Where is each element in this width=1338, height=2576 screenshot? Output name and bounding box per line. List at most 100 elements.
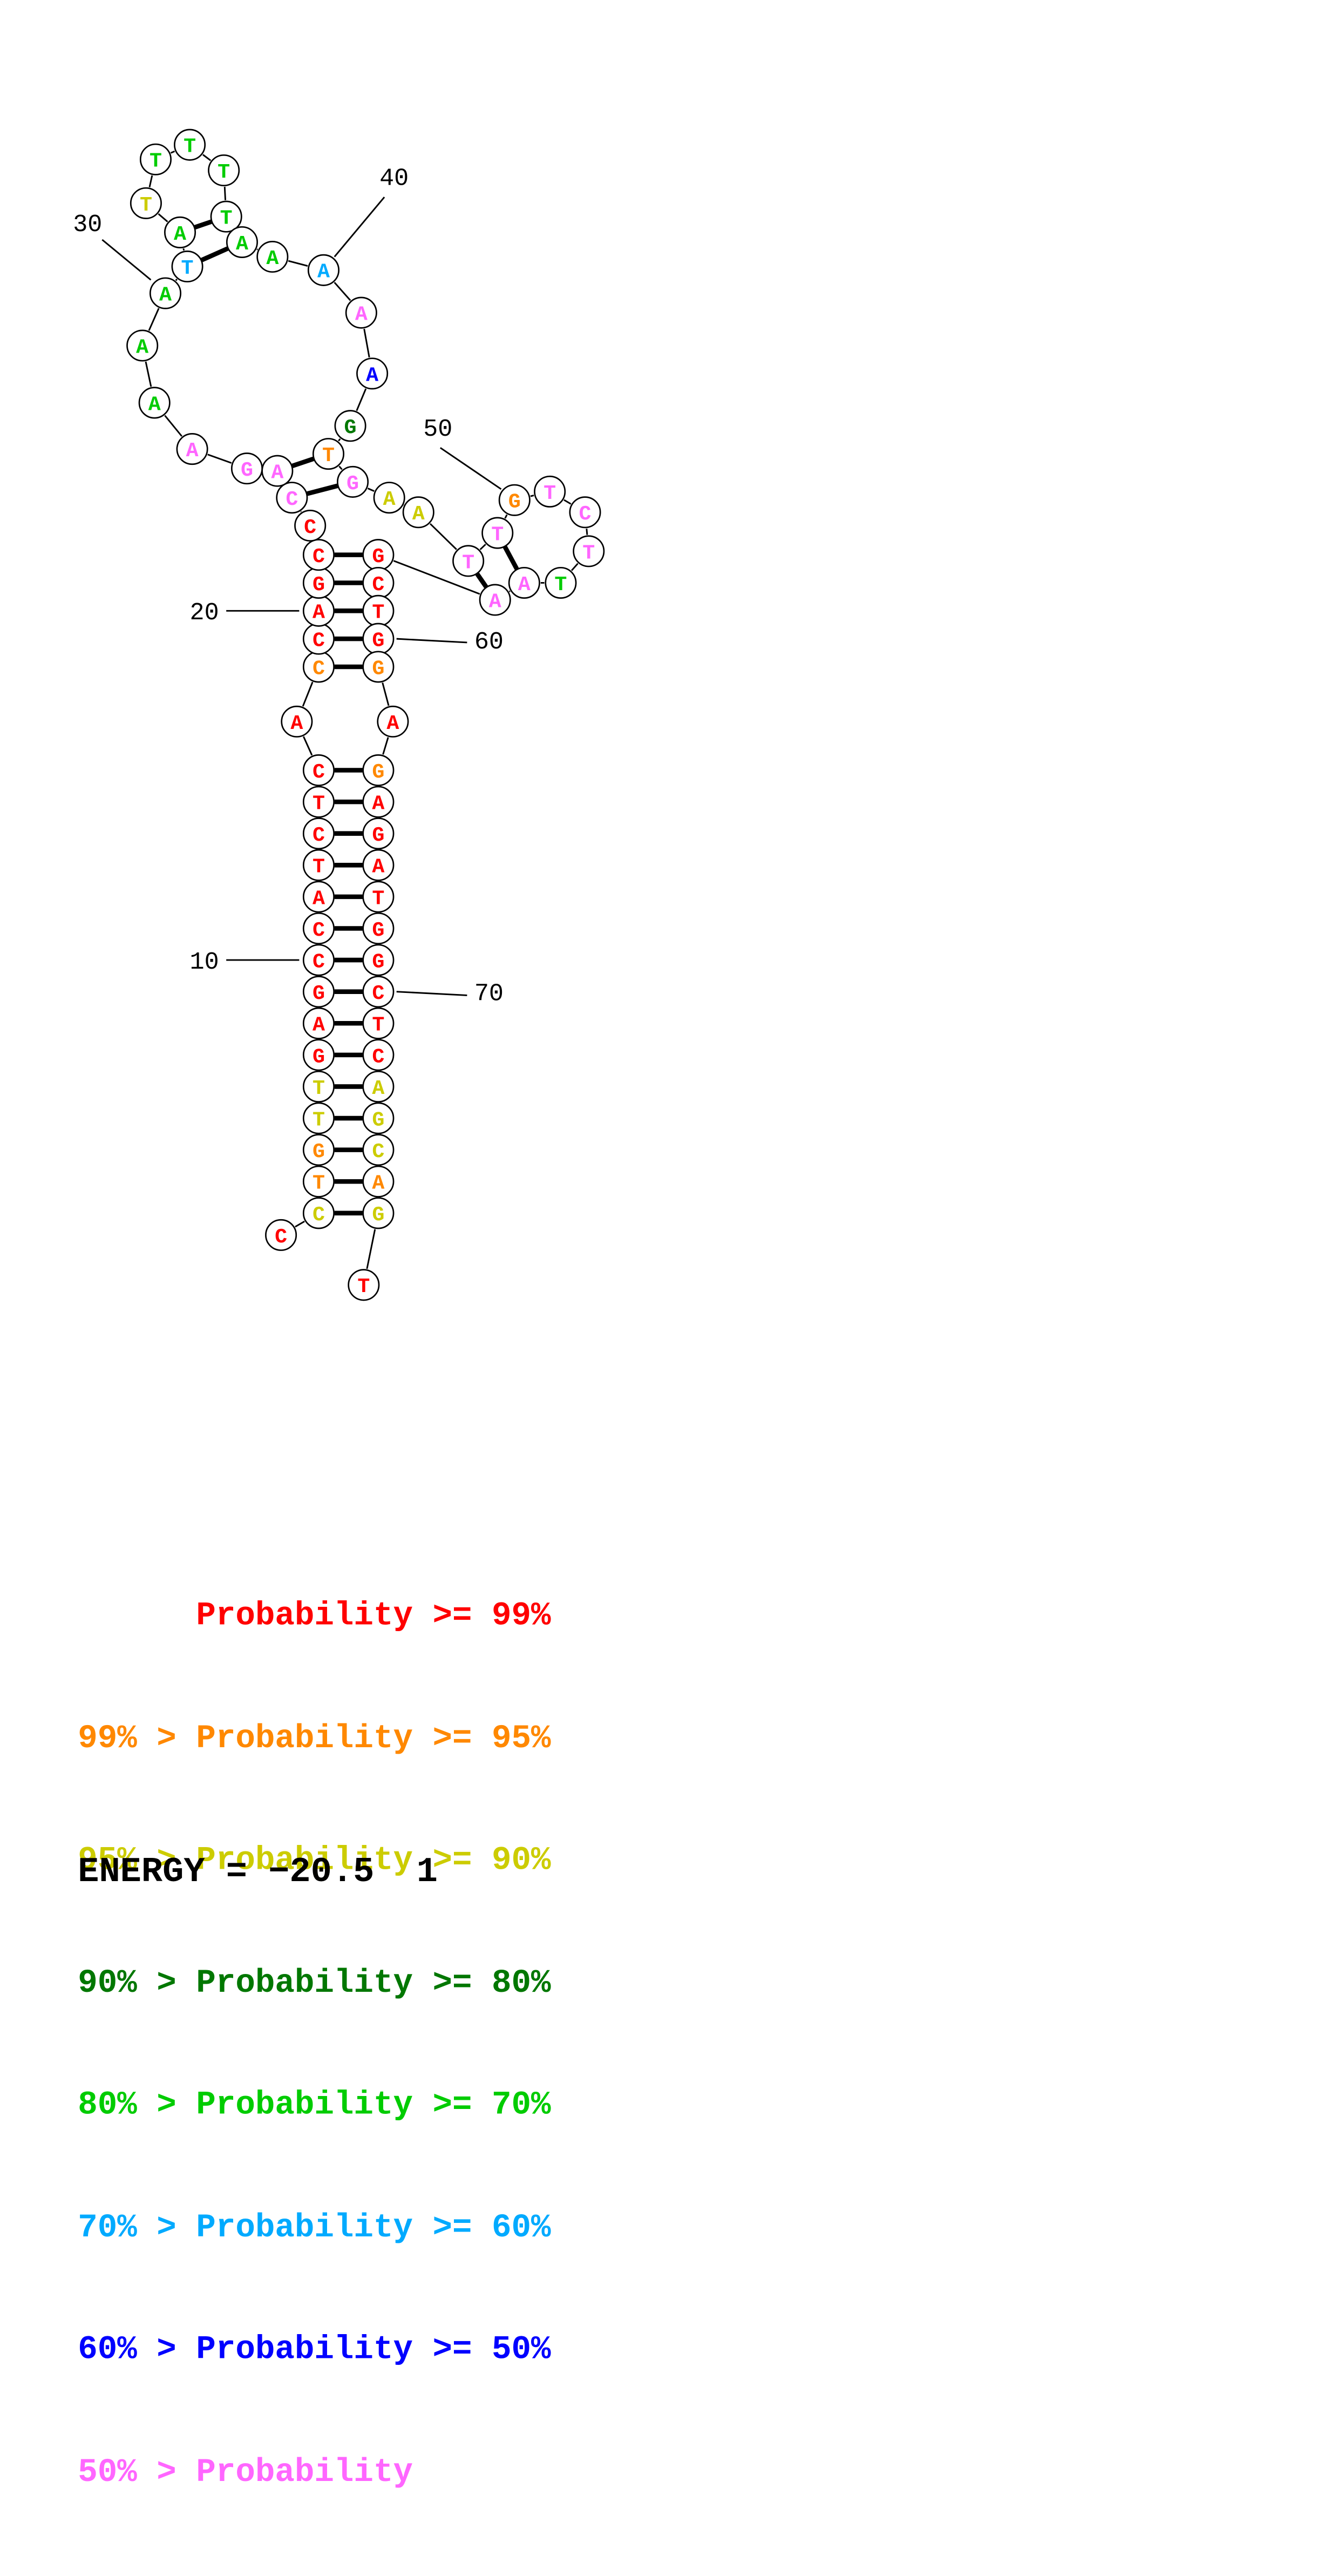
- backbone-segment: [364, 329, 370, 357]
- nucleotide-letter: T: [313, 1172, 325, 1195]
- nucleotide-letter: C: [286, 488, 298, 511]
- position-label-50: 50: [423, 415, 452, 443]
- base-pair-bond: [477, 574, 486, 587]
- backbone-segment: [572, 564, 578, 571]
- nucleotide-letter: G: [372, 657, 384, 680]
- nucleotide-letter: A: [518, 573, 531, 597]
- nucleotide-letter: A: [355, 303, 368, 327]
- nucleotide-58-c: C: [363, 567, 393, 598]
- nucleotide-letter: T: [322, 444, 335, 468]
- nucleotide-letter: A: [271, 461, 283, 485]
- nucleotide-33-t: T: [131, 188, 161, 218]
- nucleotide-29-a: A: [127, 330, 158, 361]
- nucleotide-46-a: A: [374, 483, 404, 513]
- nucleotide-letter: A: [372, 792, 384, 816]
- backbone-segment: [303, 682, 313, 706]
- position-label-line-30: [102, 240, 151, 280]
- nucleotide-66-a: A: [363, 850, 393, 880]
- backbone-segment: [383, 682, 389, 706]
- nucleotide-letter: A: [366, 363, 378, 387]
- nucleotide-letter: C: [313, 918, 325, 942]
- nucleotide-letter: G: [313, 573, 325, 597]
- nucleotide-69-g: G: [363, 945, 393, 975]
- nucleotide-letter: G: [372, 629, 384, 653]
- backbone-segment: [367, 1229, 375, 1269]
- nucleotide-letter: A: [174, 222, 186, 246]
- probability-legend: Probability >= 99% 99% > Probability >= …: [78, 1516, 551, 2576]
- nucleotide-14-c: C: [303, 819, 334, 849]
- nucleotide-letter: T: [313, 1077, 325, 1100]
- nucleotide-letter: T: [357, 1275, 370, 1299]
- nucleotide-7-g: G: [303, 1040, 334, 1070]
- nucleotide-51-t: T: [534, 476, 565, 506]
- backbone-segment: [208, 455, 232, 463]
- nucleotide-letter: G: [372, 760, 384, 784]
- nucleotide-54-t: T: [546, 567, 576, 598]
- position-label-70: 70: [474, 979, 504, 1008]
- nucleotide-73-a: A: [363, 1071, 393, 1101]
- nucleotide-41-a: A: [346, 298, 376, 328]
- legend-row-60: 70% > Probability >= 60%: [78, 2209, 551, 2249]
- nucleotide-43-g: G: [335, 411, 365, 441]
- nucleotide-letter: C: [313, 545, 325, 569]
- nucleotide-letter: A: [148, 393, 161, 416]
- nucleotide-9-g: G: [303, 977, 334, 1007]
- legend-row-70: 80% > Probability >= 70%: [78, 2087, 551, 2127]
- nucleotide-13-t: T: [303, 850, 334, 880]
- nucleotide-17-a: A: [282, 706, 312, 736]
- nucleotide-61-g: G: [363, 652, 393, 682]
- nucleotide-10-c: C: [303, 945, 334, 975]
- nucleotide-letter: G: [313, 1045, 325, 1069]
- legend-row-80: 90% > Probability >= 80%: [78, 1964, 551, 2005]
- nucleotide-12-a: A: [303, 882, 334, 912]
- nucleotide-letter: T: [313, 855, 325, 879]
- nucleotide-letter: C: [304, 516, 316, 539]
- position-label-line-60: [397, 639, 467, 643]
- nucleotide-16-c: C: [303, 755, 334, 785]
- legend-row-95: 99% > Probability >= 95%: [78, 1720, 551, 1760]
- nucleotide-70-c: C: [363, 977, 393, 1007]
- nucleotide-letter: A: [313, 601, 325, 625]
- base-pair-bond: [202, 248, 228, 260]
- position-label-30: 30: [73, 211, 102, 239]
- nucleotide-letter: G: [372, 950, 384, 973]
- nucleotide-letter: A: [489, 590, 501, 613]
- nucleotide-55-a: A: [509, 567, 539, 598]
- backbone-segment: [295, 1221, 304, 1227]
- nucleotide-letter: A: [159, 283, 172, 307]
- nucleotide-38-a: A: [227, 227, 257, 257]
- nucleotide-52-c: C: [570, 497, 600, 528]
- nucleotide-26-g: G: [232, 453, 262, 483]
- nucleotide-letter: C: [313, 1203, 325, 1227]
- nucleotide-letter: T: [220, 207, 233, 231]
- nucleotide-31-t: T: [172, 251, 202, 281]
- nucleotide-letter: G: [313, 1140, 325, 1164]
- nucleotide-64-a: A: [363, 787, 393, 817]
- nucleotide-letter: A: [136, 335, 148, 359]
- backbone-segment: [159, 214, 168, 221]
- nucleotide-letter: C: [579, 502, 591, 526]
- nucleotide-layer: CCTGTTGAGCCATCTCACCAGCCCAGAAAATATTTTTAAA…: [127, 130, 604, 1300]
- nucleotide-letter: G: [347, 472, 359, 496]
- position-label-line-40: [335, 197, 384, 256]
- nucleotide-23-c: C: [295, 510, 325, 540]
- nucleotide-18-c: C: [303, 652, 334, 682]
- nucleotide-letter: T: [150, 150, 162, 173]
- nucleotide-letter: A: [290, 712, 303, 735]
- base-pair-bond: [307, 486, 337, 494]
- nucleotide-letter: A: [386, 712, 399, 735]
- nucleotide-letter: A: [317, 260, 330, 284]
- backbone-segment: [176, 279, 177, 280]
- base-pair-layer: [195, 222, 517, 1213]
- nucleotide-letter: T: [313, 1108, 325, 1132]
- backbone-segment: [150, 175, 152, 187]
- nucleotide-3-t: T: [303, 1166, 334, 1196]
- nucleotide-letter: C: [313, 950, 325, 973]
- backbone-segment: [288, 261, 308, 266]
- nucleotide-letter: G: [508, 490, 521, 514]
- backbone-segment: [338, 439, 340, 441]
- nucleotide-57-g: G: [363, 539, 393, 570]
- nucleotide-34-t: T: [140, 144, 171, 174]
- nucleotide-letter: C: [372, 1140, 384, 1164]
- backbone-segment: [480, 544, 486, 550]
